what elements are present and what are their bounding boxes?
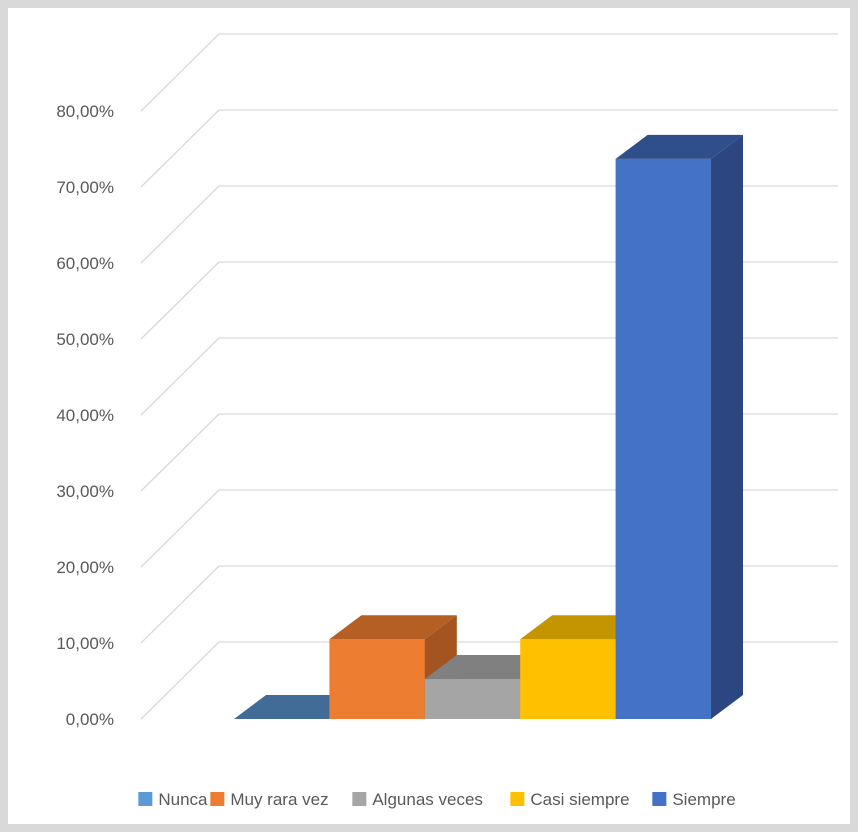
gridline-diagonal [140, 185, 220, 264]
gridline-diagonal [140, 33, 220, 112]
gridline-diagonal [140, 565, 220, 644]
y-axis-tick-labels: 0,00% 10,00% 20,00% 30,00% 40,00% 50,00% 60,00… [56, 102, 114, 729]
legend-item: Siempre [652, 790, 736, 809]
legend-item: Algunas veces [352, 790, 483, 809]
y-tick-label: 30,00% [56, 482, 114, 501]
gridline-diagonal [140, 413, 220, 492]
legend-item: Casi siempre [510, 790, 630, 809]
y-tick-label: 80,00% [56, 102, 114, 121]
legend-label: Algunas veces [372, 790, 483, 809]
y-tick-label: 60,00% [56, 254, 114, 273]
gridline-diagonal [140, 641, 220, 720]
bar-front [424, 679, 521, 719]
legend-label: Casi siempre [530, 790, 629, 809]
legend-swatch [210, 792, 225, 806]
bar-chart-3d: 0,00% 10,00% 20,00% 30,00% 40,00% 50,00% 60,00… [56, 33, 838, 809]
bar-top [329, 615, 457, 640]
legend-item: Muy rara vez [210, 790, 329, 809]
bar-casi-siempre [520, 615, 648, 719]
legend-label: Nunca [158, 790, 208, 809]
legend-label: Siempre [672, 790, 735, 809]
y-tick-label: 0,00% [66, 710, 114, 729]
gridline-diagonal [140, 337, 220, 416]
y-tick-label: 40,00% [56, 406, 114, 425]
legend-swatch [352, 792, 367, 806]
bar-front [615, 158, 712, 719]
y-tick-label: 50,00% [56, 330, 114, 349]
legend: Nunca Muy rara vez Algunas veces Casi siemp… [138, 790, 736, 809]
gridline-diagonal [140, 109, 220, 188]
y-tick-label: 20,00% [56, 558, 114, 577]
bar-siempre [615, 134, 743, 719]
bar-side [711, 134, 743, 719]
bar-front [520, 639, 617, 719]
bar-front [329, 639, 426, 719]
legend-swatch [510, 792, 525, 806]
bar-top [615, 134, 743, 159]
y-tick-label: 10,00% [56, 634, 114, 653]
legend-label: Muy rara vez [230, 790, 328, 809]
gridline-diagonal [140, 261, 220, 340]
legend-swatch [652, 792, 667, 806]
legend-swatch [138, 792, 153, 806]
legend-item: Nunca [138, 790, 208, 809]
y-tick-label: 70,00% [56, 178, 114, 197]
gridline-diagonal [140, 489, 220, 568]
bars [234, 134, 743, 719]
